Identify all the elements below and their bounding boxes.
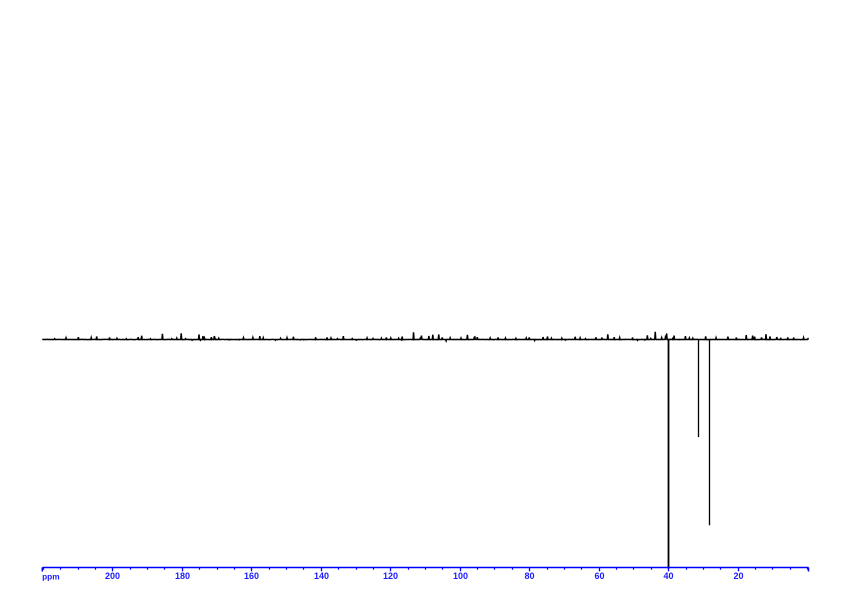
svg-text:ppm: ppm: [42, 572, 60, 582]
svg-text:120: 120: [383, 571, 398, 581]
svg-text:160: 160: [244, 571, 259, 581]
svg-text:40: 40: [663, 571, 673, 581]
svg-text:20: 20: [733, 571, 743, 581]
svg-text:80: 80: [524, 571, 534, 581]
svg-text:180: 180: [175, 571, 190, 581]
svg-text:60: 60: [594, 571, 604, 581]
svg-text:200: 200: [105, 571, 120, 581]
svg-text:140: 140: [314, 571, 329, 581]
svg-text:100: 100: [453, 571, 468, 581]
